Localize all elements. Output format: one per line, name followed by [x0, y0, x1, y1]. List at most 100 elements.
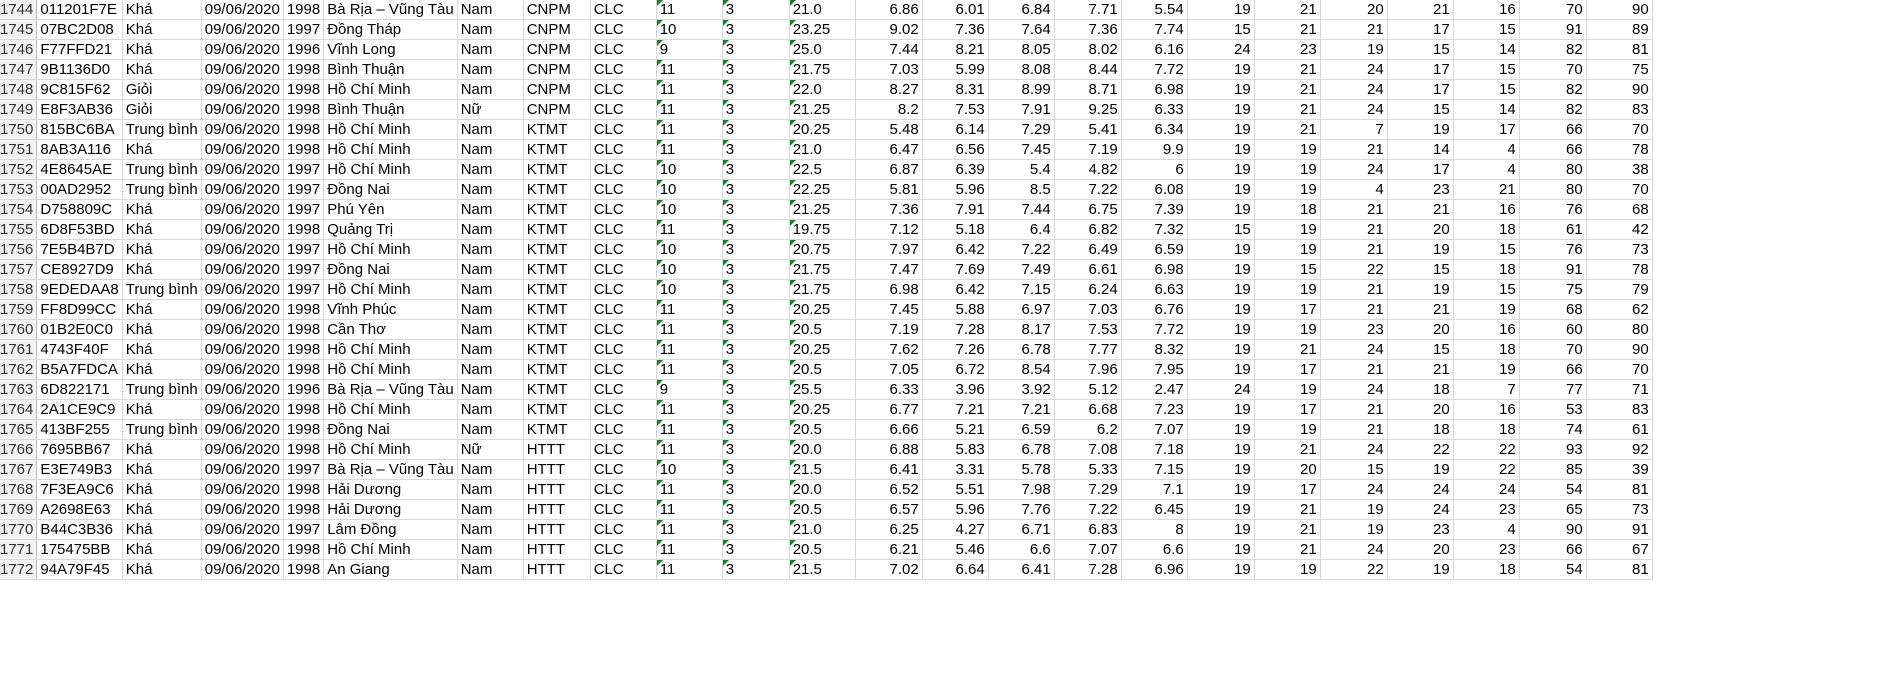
row-header[interactable]: 1747: [0, 59, 38, 80]
row-header[interactable]: 1753: [0, 179, 38, 200]
grid-cell[interactable]: CLC: [590, 39, 657, 60]
grid-cell[interactable]: 20.0: [789, 479, 856, 500]
grid-cell[interactable]: 21.75: [789, 279, 856, 300]
grid-cell[interactable]: 9C815F62: [36, 79, 123, 100]
grid-cell[interactable]: 7.53: [922, 99, 989, 120]
grid-cell[interactable]: HTTT: [523, 499, 591, 520]
grid-cell[interactable]: CLC: [590, 99, 657, 120]
grid-cell[interactable]: 6.71: [988, 519, 1055, 540]
grid-cell[interactable]: 83: [1586, 399, 1653, 420]
grid-cell[interactable]: 24: [1187, 379, 1255, 400]
grid-cell[interactable]: 24: [1320, 439, 1388, 460]
grid-cell[interactable]: 62: [1586, 299, 1653, 320]
grid-cell[interactable]: 66: [1519, 119, 1587, 140]
grid-cell[interactable]: 7.15: [988, 279, 1055, 300]
grid-cell[interactable]: Khá: [122, 519, 202, 540]
grid-cell[interactable]: 6.33: [855, 379, 923, 400]
grid-cell[interactable]: 5.81: [855, 179, 923, 200]
grid-cell[interactable]: 19: [1320, 519, 1388, 540]
grid-cell[interactable]: Nữ: [457, 99, 524, 120]
grid-cell[interactable]: 1997: [283, 519, 325, 540]
grid-cell[interactable]: 18: [1453, 259, 1520, 280]
grid-cell[interactable]: 74: [1519, 419, 1587, 440]
grid-cell[interactable]: KTMT: [523, 159, 591, 180]
grid-cell[interactable]: Khá: [122, 139, 202, 160]
grid-cell[interactable]: HTTT: [523, 559, 591, 580]
grid-cell[interactable]: 6.77: [855, 399, 923, 420]
grid-cell[interactable]: 23.25: [789, 19, 856, 40]
grid-cell[interactable]: 18: [1453, 219, 1520, 240]
grid-cell[interactable]: 10: [656, 159, 723, 180]
grid-cell[interactable]: 10: [656, 19, 723, 40]
row-header[interactable]: 1765: [0, 419, 38, 440]
grid-cell[interactable]: 1997: [283, 459, 325, 480]
grid-cell[interactable]: 19: [1387, 119, 1454, 140]
grid-cell[interactable]: FF8D99CC: [36, 299, 123, 320]
grid-cell[interactable]: Nam: [457, 39, 524, 60]
grid-cell[interactable]: 23: [1387, 179, 1454, 200]
grid-cell[interactable]: 10: [656, 459, 723, 480]
grid-cell[interactable]: 11: [656, 119, 723, 140]
grid-cell[interactable]: 21: [1320, 419, 1388, 440]
grid-cell[interactable]: 8.02: [1054, 39, 1122, 60]
grid-cell[interactable]: 3: [722, 519, 790, 540]
grid-cell[interactable]: 20.25: [789, 119, 856, 140]
grid-cell[interactable]: 7.76: [988, 499, 1055, 520]
grid-cell[interactable]: KTMT: [523, 139, 591, 160]
grid-cell[interactable]: 17: [1254, 479, 1321, 500]
grid-cell[interactable]: 19: [1254, 159, 1321, 180]
grid-cell[interactable]: 8.71: [1054, 79, 1122, 100]
grid-cell[interactable]: HTTT: [523, 519, 591, 540]
grid-cell[interactable]: 66: [1519, 539, 1587, 560]
grid-cell[interactable]: Giỏi: [122, 99, 202, 120]
row-header[interactable]: 1746: [0, 39, 38, 60]
grid-cell[interactable]: 21: [1254, 59, 1321, 80]
grid-cell[interactable]: 15: [1387, 259, 1454, 280]
grid-cell[interactable]: 175475BB: [36, 539, 123, 560]
grid-cell[interactable]: Nam: [457, 519, 524, 540]
grid-cell[interactable]: 19: [1187, 339, 1255, 360]
grid-cell[interactable]: 09/06/2020: [201, 119, 284, 140]
grid-cell[interactable]: 19: [1187, 539, 1255, 560]
grid-cell[interactable]: Nam: [457, 379, 524, 400]
grid-cell[interactable]: 75: [1586, 59, 1653, 80]
grid-cell[interactable]: 2A1CE9C9: [36, 399, 123, 420]
grid-cell[interactable]: 20.25: [789, 339, 856, 360]
grid-cell[interactable]: 5.54: [1121, 0, 1188, 20]
grid-cell[interactable]: 14: [1453, 99, 1520, 120]
grid-cell[interactable]: 19: [1187, 239, 1255, 260]
row-header[interactable]: 1766: [0, 439, 38, 460]
grid-cell[interactable]: 4: [1453, 519, 1520, 540]
grid-cell[interactable]: Khá: [122, 359, 202, 380]
grid-cell[interactable]: 09/06/2020: [201, 539, 284, 560]
grid-cell[interactable]: Trung bình: [122, 179, 202, 200]
row-header[interactable]: 1761: [0, 339, 38, 360]
grid-cell[interactable]: 66: [1519, 139, 1587, 160]
grid-cell[interactable]: 21: [1387, 0, 1454, 20]
grid-cell[interactable]: 5.83: [922, 439, 989, 460]
grid-cell[interactable]: 09/06/2020: [201, 79, 284, 100]
grid-cell[interactable]: 5.96: [922, 499, 989, 520]
grid-cell[interactable]: 19: [1187, 179, 1255, 200]
grid-cell[interactable]: 6.56: [922, 139, 989, 160]
grid-cell[interactable]: HTTT: [523, 459, 591, 480]
grid-cell[interactable]: 93: [1519, 439, 1587, 460]
grid-cell[interactable]: 7.36: [1054, 19, 1122, 40]
grid-cell[interactable]: 6.4: [988, 219, 1055, 240]
grid-cell[interactable]: 3: [722, 339, 790, 360]
row-header[interactable]: 1769: [0, 499, 38, 520]
grid-cell[interactable]: Hồ Chí Minh: [323, 139, 458, 160]
grid-cell[interactable]: Khá: [122, 299, 202, 320]
grid-cell[interactable]: 21: [1453, 179, 1520, 200]
grid-cell[interactable]: HTTT: [523, 539, 591, 560]
grid-cell[interactable]: 11: [656, 559, 723, 580]
grid-cell[interactable]: CLC: [590, 259, 657, 280]
grid-cell[interactable]: 7E5B4B7D: [36, 239, 123, 260]
grid-cell[interactable]: 5.99: [922, 59, 989, 80]
grid-cell[interactable]: Hồ Chí Minh: [323, 439, 458, 460]
grid-cell[interactable]: KTMT: [523, 219, 591, 240]
grid-cell[interactable]: 5.46: [922, 539, 989, 560]
grid-cell[interactable]: 3: [722, 259, 790, 280]
grid-cell[interactable]: Trung bình: [122, 279, 202, 300]
grid-cell[interactable]: 1998: [283, 99, 325, 120]
